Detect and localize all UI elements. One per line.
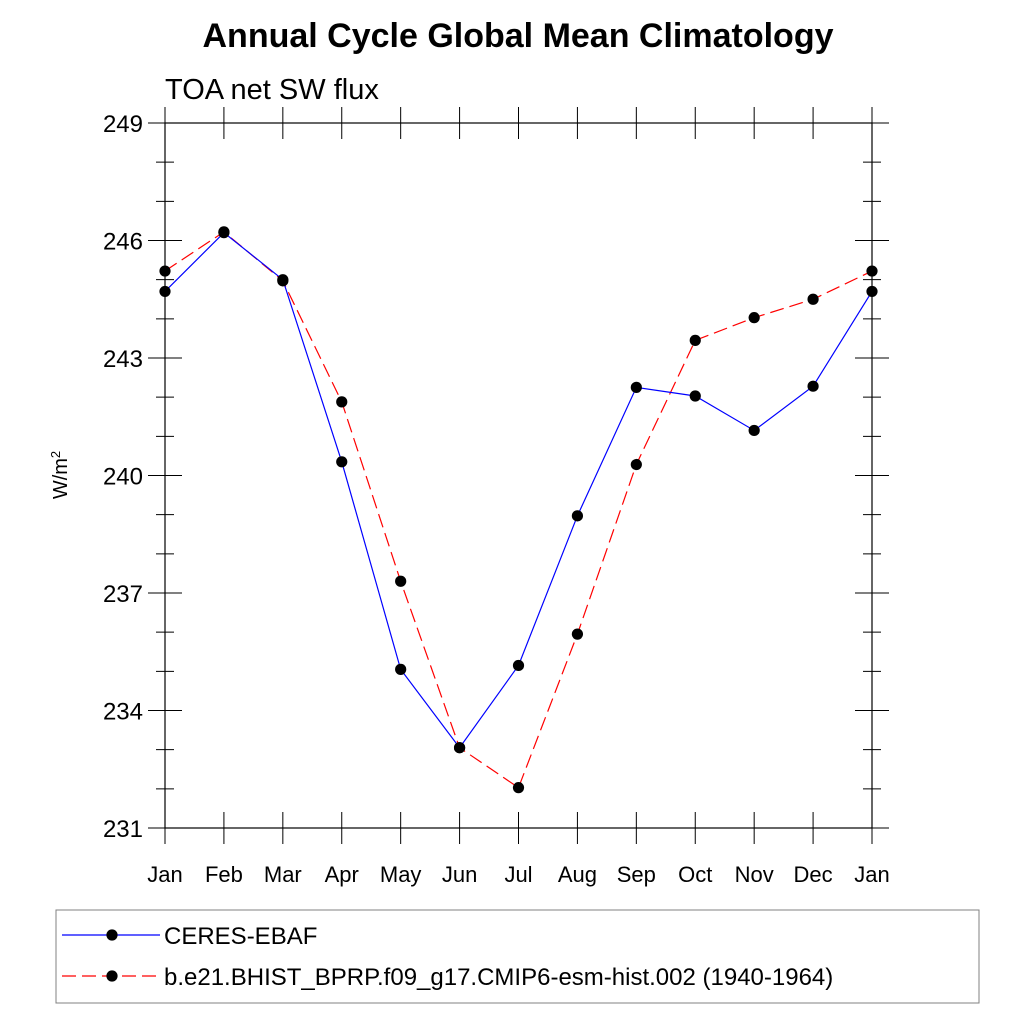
x-tick-label: Feb — [205, 862, 243, 887]
series-1-point — [689, 334, 701, 346]
series-1-point — [630, 458, 642, 471]
y-tick-label: 240 — [103, 464, 143, 491]
series-1-point — [748, 312, 760, 324]
x-tick-label: Aug — [558, 862, 597, 887]
series-0-point — [277, 274, 289, 286]
series-0-point — [807, 380, 819, 392]
series-0-point — [571, 510, 584, 522]
x-tick-label: May — [380, 862, 422, 887]
series-1-point — [336, 396, 348, 408]
y-axis-label: W/m2 — [48, 451, 73, 499]
plot-frame — [164, 122, 873, 829]
x-tick-label: Jan — [854, 862, 889, 887]
legend: CERES-EBAF b.e21.BHIST_BPRP.f09_g17.CMIP6… — [62, 923, 833, 991]
x-tick-label: Sep — [617, 862, 656, 887]
legend-label-1: b.e21.BHIST_BPRP.f09_g17.CMIP6-esm-hist.… — [164, 964, 833, 991]
x-tick-label: Oct — [678, 862, 712, 887]
series-0-point — [395, 663, 407, 675]
x-tick-label: Dec — [794, 862, 833, 887]
legend-marker-1 — [106, 970, 118, 982]
x-tick-label: Jun — [442, 862, 477, 887]
svg-text:W/m2: W/m2 — [48, 451, 73, 499]
series-0-point — [336, 456, 348, 468]
y-tick-label: 237 — [103, 581, 143, 608]
y-axis-label-superscript: 2 — [48, 451, 63, 458]
legend-box — [55, 909, 980, 1004]
y-tick-label: 234 — [103, 699, 143, 726]
y-tick-label: 249 — [103, 111, 143, 138]
series-1-point — [159, 265, 171, 277]
series-0-point — [218, 227, 230, 239]
y-tick-label: 231 — [103, 816, 143, 843]
x-tick-label: Jan — [147, 862, 182, 887]
series-0-point — [453, 742, 466, 754]
series-0-point — [159, 285, 171, 298]
y-tick-label: 243 — [103, 346, 143, 373]
x-tick-label: Nov — [735, 862, 774, 887]
series-line-1 — [164, 231, 873, 789]
series-0-point — [689, 390, 701, 402]
series-0-point — [512, 659, 525, 672]
series-1-point — [395, 575, 407, 587]
y-tick-label: 246 — [103, 229, 143, 256]
series-0-point — [630, 381, 642, 393]
legend-marker-0 — [106, 929, 118, 941]
series-1-point — [807, 293, 819, 305]
series-1-point — [866, 265, 878, 277]
x-tick-label: Apr — [325, 862, 359, 887]
x-tick-label: Mar — [264, 862, 302, 887]
series-layer — [159, 226, 878, 794]
series-0-point — [748, 424, 760, 437]
y-axis-label-text: W/m — [50, 458, 72, 499]
series-1-point — [571, 628, 584, 640]
series-1-point — [512, 782, 525, 794]
series-0-point — [866, 285, 878, 298]
chart-subtitle: TOA net SW flux — [165, 74, 379, 106]
axes: 231 234 237 240 243 246 249 Jan Feb Mar Apr May Jun J… — [103, 107, 890, 887]
x-tick-label: Jul — [504, 862, 532, 887]
chart-title: Annual Cycle Global Mean Climatology — [203, 17, 834, 55]
legend-label-0: CERES-EBAF — [164, 923, 317, 950]
